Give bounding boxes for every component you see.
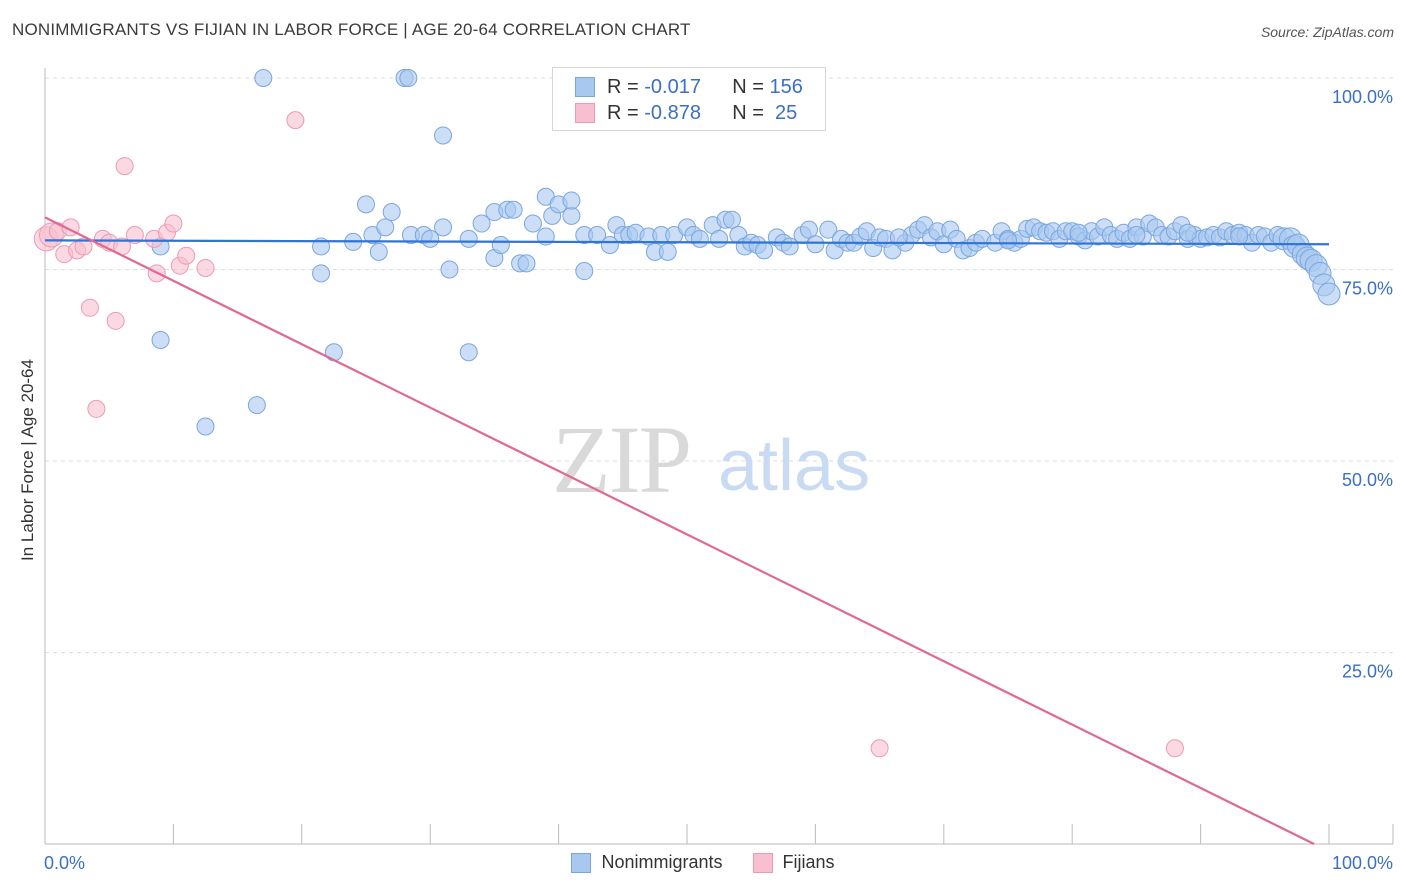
point-nonimmigrants: [196, 417, 215, 436]
point-nonimmigrants: [588, 226, 607, 245]
point-nonimmigrants: [472, 214, 491, 233]
legend-n-value: 25: [769, 101, 798, 124]
y-tick-label: 100.0%: [1332, 87, 1393, 107]
x-tick-label: 100.0%: [1332, 853, 1393, 873]
x-tick-label: 0.0%: [44, 853, 85, 873]
point-nonimmigrants: [710, 229, 729, 248]
point-nonimmigrants: [819, 220, 838, 239]
point-nonimmigrants: [889, 228, 908, 247]
legend-n-label: N =: [732, 75, 770, 98]
point-nonimmigrants: [999, 231, 1017, 250]
legend-n-value: 156: [769, 75, 803, 98]
point-nonimmigrants: [523, 214, 542, 233]
legend-swatch-blue: [575, 77, 595, 97]
legend-swatch-pink: [752, 852, 773, 873]
legend-n-label: N =: [732, 101, 770, 124]
axes: [44, 68, 1394, 845]
trend-lines: [44, 216, 1330, 845]
point-fijians: [196, 258, 215, 277]
point-fijians: [164, 214, 183, 233]
point-nonimmigrants: [755, 241, 774, 260]
point-nonimmigrants: [600, 235, 619, 254]
legend-label-nonimmigrants: Nonimmigrants: [601, 852, 723, 872]
chart-source: Source: ZipAtlas.com: [1260, 24, 1394, 40]
grid-lines: [45, 77, 1393, 653]
point-fijians: [80, 298, 99, 317]
point-nonimmigrants: [459, 229, 478, 248]
point-nonimmigrants: [357, 195, 375, 214]
legend-swatch-pink: [575, 103, 595, 123]
legend-row-fijians: R = -0.878 N = 25: [575, 101, 797, 125]
y-tick-label: 75.0%: [1342, 279, 1393, 299]
series-nonimmigrants: [151, 69, 1341, 436]
point-fijians: [106, 311, 125, 330]
point-nonimmigrants: [1069, 223, 1088, 242]
y-axis-label: In Labor Force | Age 20-64: [18, 359, 37, 561]
point-nonimmigrants: [722, 210, 741, 229]
point-nonimmigrants: [1317, 282, 1341, 306]
stats-legend: R = -0.017 N = 156 R = -0.878 N = 25: [552, 67, 826, 131]
y-tick-label: 25.0%: [1342, 662, 1393, 682]
point-nonimmigrants: [562, 206, 581, 225]
point-nonimmigrants: [1178, 223, 1197, 242]
legend-r-label: R =: [607, 101, 645, 124]
point-nonimmigrants: [806, 235, 825, 254]
series-legend: Nonimmigrants Fijians: [0, 852, 1406, 873]
point-fijians: [1165, 739, 1184, 758]
tick-labels: 25.0% 50.0% 75.0% 100.0% 0.0% 100.0%: [44, 87, 1393, 873]
trend-line-nonimmigrants: [44, 239, 1330, 246]
point-nonimmigrants: [517, 254, 536, 273]
legend-item-nonimmigrants: Nonimmigrants: [571, 852, 723, 873]
point-fijians: [115, 157, 134, 176]
trend-line-fijians: [44, 216, 1315, 845]
point-nonimmigrants: [1127, 226, 1146, 245]
legend-r-label: R =: [607, 75, 645, 98]
point-nonimmigrants: [369, 242, 388, 261]
legend-item-fijians: Fijians: [752, 852, 835, 873]
point-nonimmigrants: [312, 264, 331, 283]
point-fijians: [87, 399, 106, 418]
point-nonimmigrants: [434, 218, 453, 237]
point-fijians: [286, 111, 305, 130]
point-nonimmigrants: [1230, 227, 1249, 246]
point-fijians: [74, 237, 93, 256]
watermark-atlas: atlas: [718, 426, 870, 506]
legend-row-nonimmigrants: R = -0.017 N = 156: [575, 75, 803, 99]
point-nonimmigrants: [151, 330, 170, 349]
point-fijians: [177, 246, 196, 265]
watermark-zip: ZIP: [552, 406, 690, 513]
point-fijians: [125, 226, 144, 245]
point-nonimmigrants: [690, 229, 709, 248]
point-nonimmigrants: [399, 69, 418, 87]
point-nonimmigrants: [254, 69, 273, 87]
point-nonimmigrants: [376, 218, 395, 237]
watermark: ZIP atlas: [552, 406, 870, 513]
legend-r-value: -0.017: [644, 75, 701, 98]
point-nonimmigrants: [382, 203, 401, 222]
point-nonimmigrants: [421, 229, 440, 248]
point-nonimmigrants: [459, 343, 478, 362]
point-nonimmigrants: [440, 260, 459, 279]
point-nonimmigrants: [504, 200, 523, 219]
legend-swatch-blue: [571, 852, 592, 873]
series-fijians: [33, 111, 1184, 758]
point-nonimmigrants: [247, 396, 266, 415]
legend-r-value: -0.878: [644, 101, 701, 124]
point-nonimmigrants: [575, 262, 594, 281]
y-tick-label: 50.0%: [1342, 470, 1393, 490]
point-nonimmigrants: [658, 242, 677, 261]
chart-title: NONIMMIGRANTS VS FIJIAN IN LABOR FORCE |…: [12, 20, 691, 39]
point-nonimmigrants: [434, 126, 453, 145]
point-fijians: [870, 739, 889, 758]
legend-label-fijians: Fijians: [782, 852, 835, 872]
point-nonimmigrants: [491, 235, 510, 254]
point-nonimmigrants: [562, 191, 581, 210]
